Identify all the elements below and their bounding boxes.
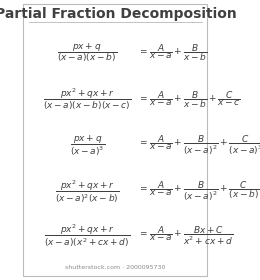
Text: $\dfrac{px + q}{(x-a)^3}$: $\dfrac{px + q}{(x-a)^3}$: [70, 134, 105, 158]
Text: $\dfrac{px + q}{(x-a)(x-b)}$: $\dfrac{px + q}{(x-a)(x-b)}$: [57, 41, 117, 64]
Text: $= \dfrac{A}{x-a} + \dfrac{B}{(x-a)^2} + \dfrac{C}{(x-b)}$: $= \dfrac{A}{x-a} + \dfrac{B}{(x-a)^2} +…: [138, 180, 260, 203]
Text: $\dfrac{px^2 + qx + r}{(x-a)^2(x-b)}$: $\dfrac{px^2 + qx + r}{(x-a)^2(x-b)}$: [55, 178, 119, 205]
Text: shutterstock.com · 2000095730: shutterstock.com · 2000095730: [65, 265, 166, 270]
Text: $= \dfrac{A}{x-a} + \dfrac{B}{x-b}$: $= \dfrac{A}{x-a} + \dfrac{B}{x-b}$: [138, 42, 207, 63]
Text: $= \dfrac{A}{x-a} + \dfrac{Bx + C}{x^2 + cx + d}$: $= \dfrac{A}{x-a} + \dfrac{Bx + C}{x^2 +…: [138, 225, 233, 247]
Text: $\dfrac{px^2 + qx + r}{(x-a)(x^2 + cx + d)}$: $\dfrac{px^2 + qx + r}{(x-a)(x^2 + cx + …: [44, 222, 130, 249]
Text: $= \dfrac{A}{x-a} + \dfrac{B}{x-b} + \dfrac{C}{x-c}$: $= \dfrac{A}{x-a} + \dfrac{B}{x-b} + \df…: [138, 89, 241, 110]
Text: $= \dfrac{A}{x-a} + \dfrac{B}{(x-a)^2} + \dfrac{C}{(x-a)^3}$: $= \dfrac{A}{x-a} + \dfrac{B}{(x-a)^2} +…: [138, 134, 260, 157]
Text: $\dfrac{px^2 + qx + r}{(x-a)(x-b)(x-c)}$: $\dfrac{px^2 + qx + r}{(x-a)(x-b)(x-c)}$: [43, 87, 132, 112]
Text: Partial Fraction Decomposition: Partial Fraction Decomposition: [0, 7, 236, 21]
